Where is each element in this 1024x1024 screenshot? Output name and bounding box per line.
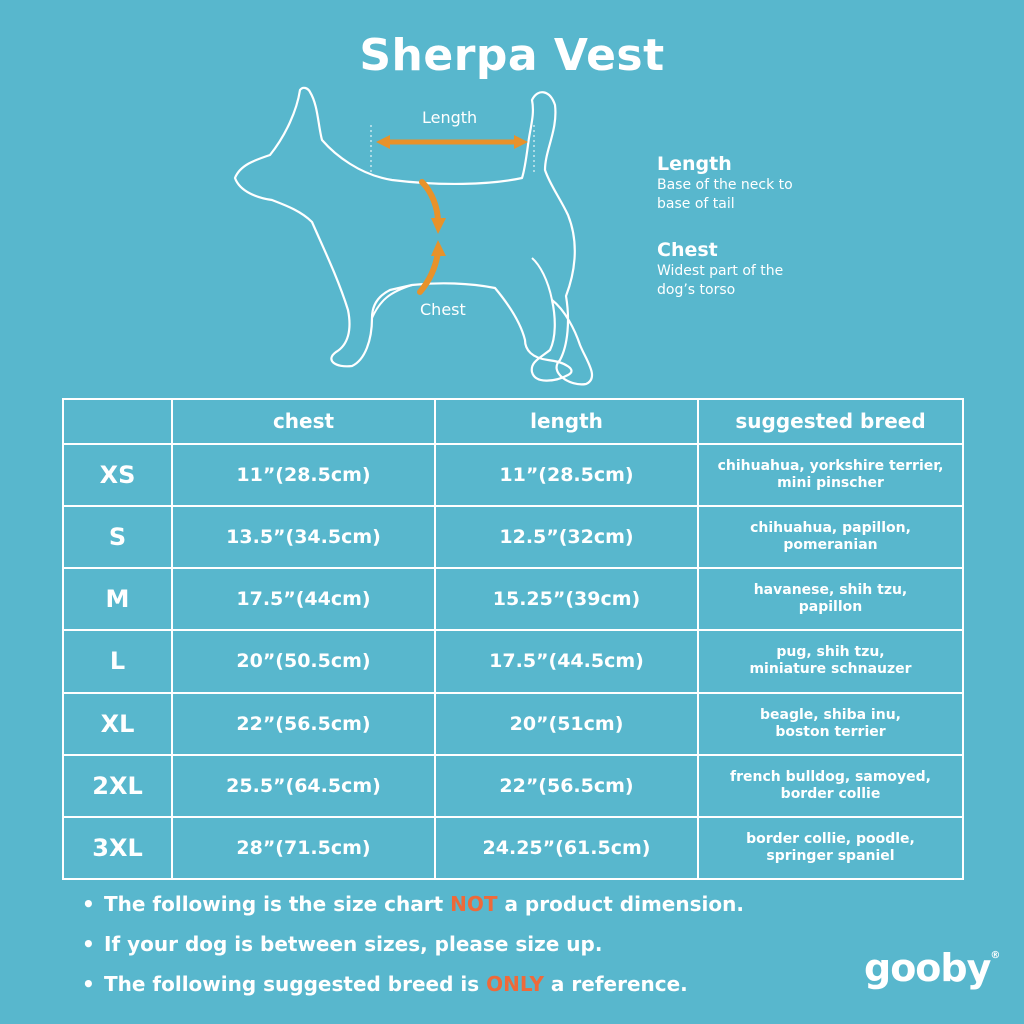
breed-cell: chihuahua, papillon, pomeranian (697, 505, 964, 570)
breed-cell: beagle, shiba inu, boston terrier (697, 691, 964, 756)
legend-heading: Chest (657, 239, 718, 261)
note-highlight: ONLY (486, 972, 544, 996)
breed-line: mini pinscher (777, 474, 884, 491)
page-title: Sherpa Vest (359, 30, 665, 81)
breed-line: beagle, shiba inu, (760, 706, 901, 723)
dog-measurement-diagram: Length Chest (0, 0, 1024, 400)
breed-cell: border collie, poodle, springer spaniel (697, 815, 964, 881)
chest-cell: 13.5”(34.5cm) (171, 505, 436, 570)
header-cell: chest (171, 398, 436, 445)
notes-list: • The following is the size chart NOT a p… (82, 888, 842, 1008)
breed-line: border collie, poodle, (746, 830, 915, 847)
note-text: The following is the size chart (104, 892, 451, 916)
breed-line: boston terrier (775, 723, 886, 740)
bullet-icon: • (82, 892, 95, 916)
size-cell: 3XL (62, 815, 173, 881)
length-cell: 15.25”(39cm) (434, 567, 699, 632)
chest-cell: 28”(71.5cm) (171, 815, 436, 881)
table-row: 3XL 28”(71.5cm) 24.25”(61.5cm) border co… (62, 815, 964, 881)
table-row: 2XL 25.5”(64.5cm) 22”(56.5cm) french bul… (62, 753, 964, 818)
table-row: XL 22”(56.5cm) 20”(51cm) beagle, shiba i… (62, 691, 964, 756)
breed-line: pug, shih tzu, (776, 644, 885, 661)
legend-desc: Widest part of the (657, 263, 784, 279)
breed-line: springer spaniel (766, 847, 895, 864)
length-cell: 11”(28.5cm) (434, 442, 699, 508)
bullet-icon: • (82, 932, 95, 956)
size-cell: L (62, 629, 173, 694)
legend-desc: base of tail (657, 196, 735, 212)
breed-line: pomeranian (783, 537, 878, 554)
size-cell: M (62, 567, 173, 632)
length-cell: 22”(56.5cm) (434, 753, 699, 818)
bullet-icon: • (82, 972, 95, 996)
table-header-row: chest length suggested breed (62, 398, 964, 445)
legend-desc: dog’s torso (657, 282, 736, 298)
breed-line: chihuahua, yorkshire terrier, (717, 457, 944, 474)
note-text: The following suggested breed is (104, 972, 487, 996)
breed-cell: havanese, shih tzu, papillon (697, 567, 964, 632)
breed-line: miniature schnauzer (749, 661, 912, 678)
chest-cell: 22”(56.5cm) (171, 691, 436, 756)
note-item: • If your dog is between sizes, please si… (82, 928, 842, 968)
header-cell: length (434, 398, 699, 445)
dog-outline-icon (233, 86, 593, 386)
header-cell: suggested breed (697, 398, 964, 445)
length-cell: 24.25”(61.5cm) (434, 815, 699, 881)
breed-cell: chihuahua, yorkshire terrier, mini pinsch… (697, 442, 964, 508)
breed-line: papillon (798, 599, 863, 616)
legend-heading: Length (657, 153, 732, 175)
size-chart-table: chest length suggested breed XS 11”(28.5… (62, 398, 964, 881)
size-cell: 2XL (62, 753, 173, 818)
breed-line: havanese, shih tzu, (753, 582, 908, 599)
breed-line: border collie (780, 785, 881, 802)
length-cell: 20”(51cm) (434, 691, 699, 756)
length-cell: 17.5”(44.5cm) (434, 629, 699, 694)
chest-cell: 11”(28.5cm) (171, 442, 436, 508)
table-row: S 13.5”(34.5cm) 12.5”(32cm) chihuahua, p… (62, 505, 964, 570)
table-row: L 20”(50.5cm) 17.5”(44.5cm) pug, shih tz… (62, 629, 964, 694)
breed-cell: pug, shih tzu, miniature schnauzer (697, 629, 964, 694)
note-text: If your dog is between sizes, please siz… (104, 932, 603, 956)
chest-label: Chest (420, 300, 466, 319)
chest-cell: 25.5”(64.5cm) (171, 753, 436, 818)
brand-name: gooby (864, 946, 991, 990)
legend-length: Length Base of the neck to base of tail (657, 152, 857, 214)
dog-silhouette (233, 86, 593, 386)
note-text: a product dimension. (497, 892, 744, 916)
length-cell: 12.5”(32cm) (434, 505, 699, 570)
note-highlight: NOT (450, 892, 498, 916)
note-item: • The following is the size chart NOT a p… (82, 888, 842, 928)
length-label: Length (422, 108, 478, 127)
note-text: a reference. (543, 972, 688, 996)
size-cell: XS (62, 442, 173, 508)
table-row: XS 11”(28.5cm) 11”(28.5cm) chihuahua, yo… (62, 442, 964, 508)
breed-cell: french bulldog, samoyed, border collie (697, 753, 964, 818)
breed-line: chihuahua, papillon, (750, 520, 911, 537)
legend-chest: Chest Widest part of the dog’s torso (657, 238, 857, 300)
registered-mark: ® (990, 950, 1000, 961)
legend-desc: Base of the neck to (657, 177, 793, 193)
header-cell (62, 398, 173, 445)
breed-line: french bulldog, samoyed, (730, 768, 931, 785)
table-row: M 17.5”(44cm) 15.25”(39cm) havanese, shi… (62, 567, 964, 632)
note-item: • The following suggested breed is ONLY a… (82, 968, 842, 1008)
brand-logo: gooby® (864, 946, 1000, 990)
size-cell: XL (62, 691, 173, 756)
size-cell: S (62, 505, 173, 570)
chest-cell: 20”(50.5cm) (171, 629, 436, 694)
chest-cell: 17.5”(44cm) (171, 567, 436, 632)
